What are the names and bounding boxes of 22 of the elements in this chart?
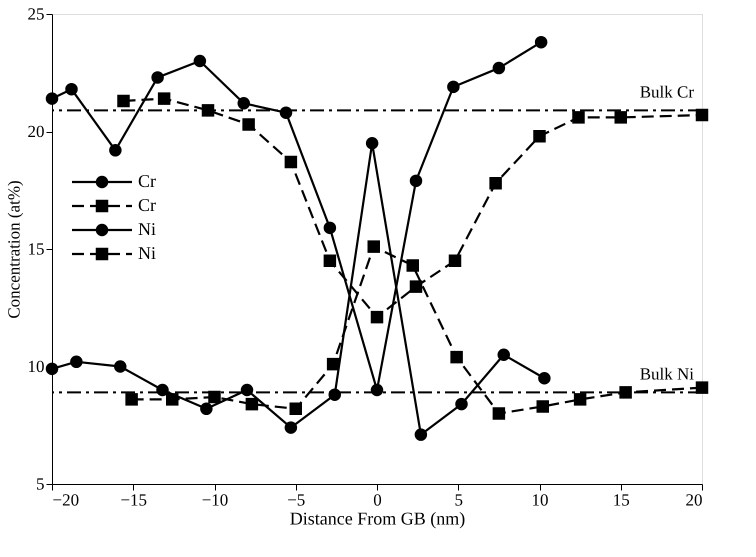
x-tick-label: 10: [532, 490, 548, 510]
y-tick-label: 5: [36, 474, 44, 494]
x-tick-label: −10: [202, 490, 228, 510]
legend-label: Ni: [138, 243, 156, 263]
x-tick-label: −5: [287, 490, 306, 510]
x-axis-title: Distance From GB (nm): [290, 508, 466, 528]
x-tick-label: 0: [373, 490, 382, 510]
y-tick-label: 10: [28, 357, 44, 376]
legend-label: Cr: [138, 195, 156, 215]
ref-line-label: Bulk Cr: [640, 82, 694, 102]
legend-label: Cr: [138, 171, 156, 191]
x-tick-label: 20: [686, 490, 702, 510]
x-tick-label: 5: [454, 490, 463, 510]
y-tick-label: 25: [28, 4, 44, 24]
ref-line-label: Bulk Ni: [640, 364, 694, 384]
y-axis-title: Concentration (at%): [4, 180, 24, 319]
y-tick-label: 15: [28, 240, 44, 258]
x-tick-label: 15: [612, 490, 630, 510]
x-tick-label: −15: [120, 490, 148, 510]
legend-label: Ni: [138, 219, 156, 239]
x-tick-label: −20: [52, 490, 80, 510]
y-tick-label: 20: [28, 122, 44, 141]
